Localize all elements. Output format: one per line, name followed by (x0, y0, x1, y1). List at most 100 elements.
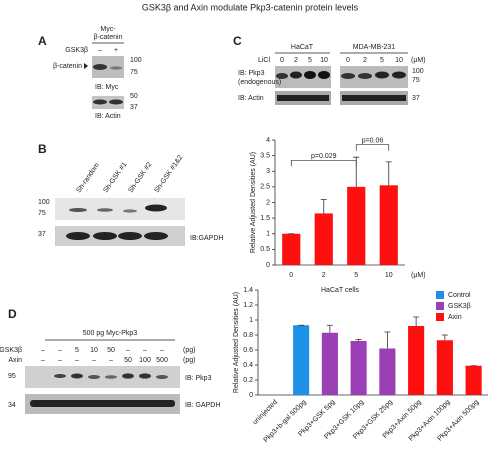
y-tick-label: 1 (266, 231, 270, 238)
y-tick-label: 4 (266, 137, 270, 144)
mw-marker: 100 (130, 57, 142, 64)
lane-label: – (126, 347, 130, 354)
unit-label: (μM) (411, 272, 426, 279)
mw-marker: 34 (8, 402, 16, 409)
x-tick-label: 2 (322, 272, 326, 279)
bar (314, 213, 333, 265)
band-label: β-catenin (53, 63, 82, 70)
bar (379, 348, 396, 395)
annotation: p=0.06 (362, 138, 384, 145)
lane-label: 5 (380, 57, 384, 64)
row-label: GSK3β (0, 347, 22, 354)
lane-label: 0 (280, 57, 284, 64)
y-tick-label: 0.5 (260, 246, 270, 253)
y-tick-label: 2.5 (260, 184, 270, 191)
lane-label: – (160, 347, 164, 354)
annotation: p=0.029 (311, 153, 337, 160)
error-bar (441, 334, 448, 341)
lane-label: 100 (139, 357, 151, 364)
y-axis-label: Relative Adjusted Densities (AU) (250, 152, 257, 253)
error-bar (320, 198, 327, 214)
lane-header: Myc- (100, 26, 116, 33)
bar (436, 340, 453, 395)
figure-title: GSK3β and Axin modulate Pkp3-catenin pro… (142, 2, 359, 12)
blot-label: IB:GAPDH (190, 235, 223, 242)
x-axis-label: HaCaT cells (321, 287, 359, 294)
significance-bracket (355, 144, 390, 151)
mw-marker: 100 (38, 199, 50, 206)
lane-label: Sh-GSK #1 (102, 161, 128, 194)
legend-swatch (436, 291, 444, 299)
lane-label: – (109, 357, 113, 364)
y-tick-label: 0.4 (243, 362, 253, 369)
lane-label: – (41, 357, 45, 364)
lane-label: 10 (395, 57, 403, 64)
legend-swatch (436, 302, 444, 310)
significance-bracket (290, 159, 357, 167)
group-label: HaCaT (291, 44, 314, 51)
x-tick-label: 10 (385, 272, 393, 279)
y-tick-label: 1.2 (243, 302, 253, 309)
mw-marker: 75 (130, 69, 138, 76)
bar (282, 233, 301, 265)
blot-label: IB: GAPDH (185, 402, 220, 409)
y-tick-label: 1 (249, 317, 253, 324)
lane-label: – (98, 47, 102, 54)
error-bar (326, 324, 333, 333)
lane-label: 50 (124, 357, 132, 364)
lane-label: – (75, 357, 79, 364)
mw-marker: 37 (38, 231, 46, 238)
mw-marker: 50 (130, 93, 138, 100)
bar (379, 185, 398, 265)
x-tick-label: 0 (289, 272, 293, 279)
bar (408, 326, 425, 395)
bar (350, 341, 367, 395)
group-label: MDA-MB-231 (353, 44, 396, 51)
error-bar (384, 331, 391, 349)
lane-label: – (58, 357, 62, 364)
panel-letter: C (233, 34, 242, 48)
lane-label: – (41, 347, 45, 354)
blot-a (84, 42, 124, 109)
y-tick-label: 3.5 (260, 152, 270, 159)
error-bar (355, 339, 362, 341)
mw-marker: 95 (8, 373, 16, 380)
y-tick-label: 3 (266, 168, 270, 175)
lane-label: Sh-GSK #1&2 (153, 154, 184, 194)
blot-label: IB: Pkp3 (238, 70, 265, 77)
error-bar (385, 161, 392, 186)
legend-label: GSK3β (448, 303, 471, 310)
mw-marker: 37 (412, 95, 420, 102)
blot-b (55, 198, 185, 246)
lane-header: β-catenin (94, 34, 123, 41)
panel-letter: D (8, 307, 17, 321)
lane-label: 500 (156, 357, 168, 364)
row-label: GSK3β (65, 47, 88, 54)
row-label: Axin (8, 357, 22, 364)
y-axis-label: Relative Adjusted Densities (AU) (233, 292, 240, 393)
lane-label: 2 (363, 57, 367, 64)
x-tick-label: uninjected (252, 399, 280, 427)
legend-label: Control (448, 292, 471, 299)
y-tick-label: 0.2 (243, 377, 253, 384)
lane-label: + (114, 47, 118, 54)
lane-label: 0 (346, 57, 350, 64)
y-tick-label: 1.5 (260, 215, 270, 222)
blot-label: IB: Actin (238, 95, 264, 102)
bar (347, 186, 366, 265)
panel-letter: B (38, 142, 47, 156)
error-bar (413, 316, 420, 326)
panel-letter: A (38, 34, 47, 48)
lane-label: 10 (320, 57, 328, 64)
bar (465, 365, 482, 395)
lane-label: – (58, 347, 62, 354)
y-tick-label: 0 (249, 392, 253, 399)
blot-label: IB: Pkp3 (185, 375, 212, 382)
lane-label: 50 (107, 347, 115, 354)
blot-label: IB: Myc (95, 84, 119, 91)
y-tick-label: 1.4 (243, 287, 253, 294)
unit-label: (pg) (183, 347, 195, 354)
lane-label: 10 (90, 347, 98, 354)
y-tick-label: 2 (266, 199, 270, 206)
